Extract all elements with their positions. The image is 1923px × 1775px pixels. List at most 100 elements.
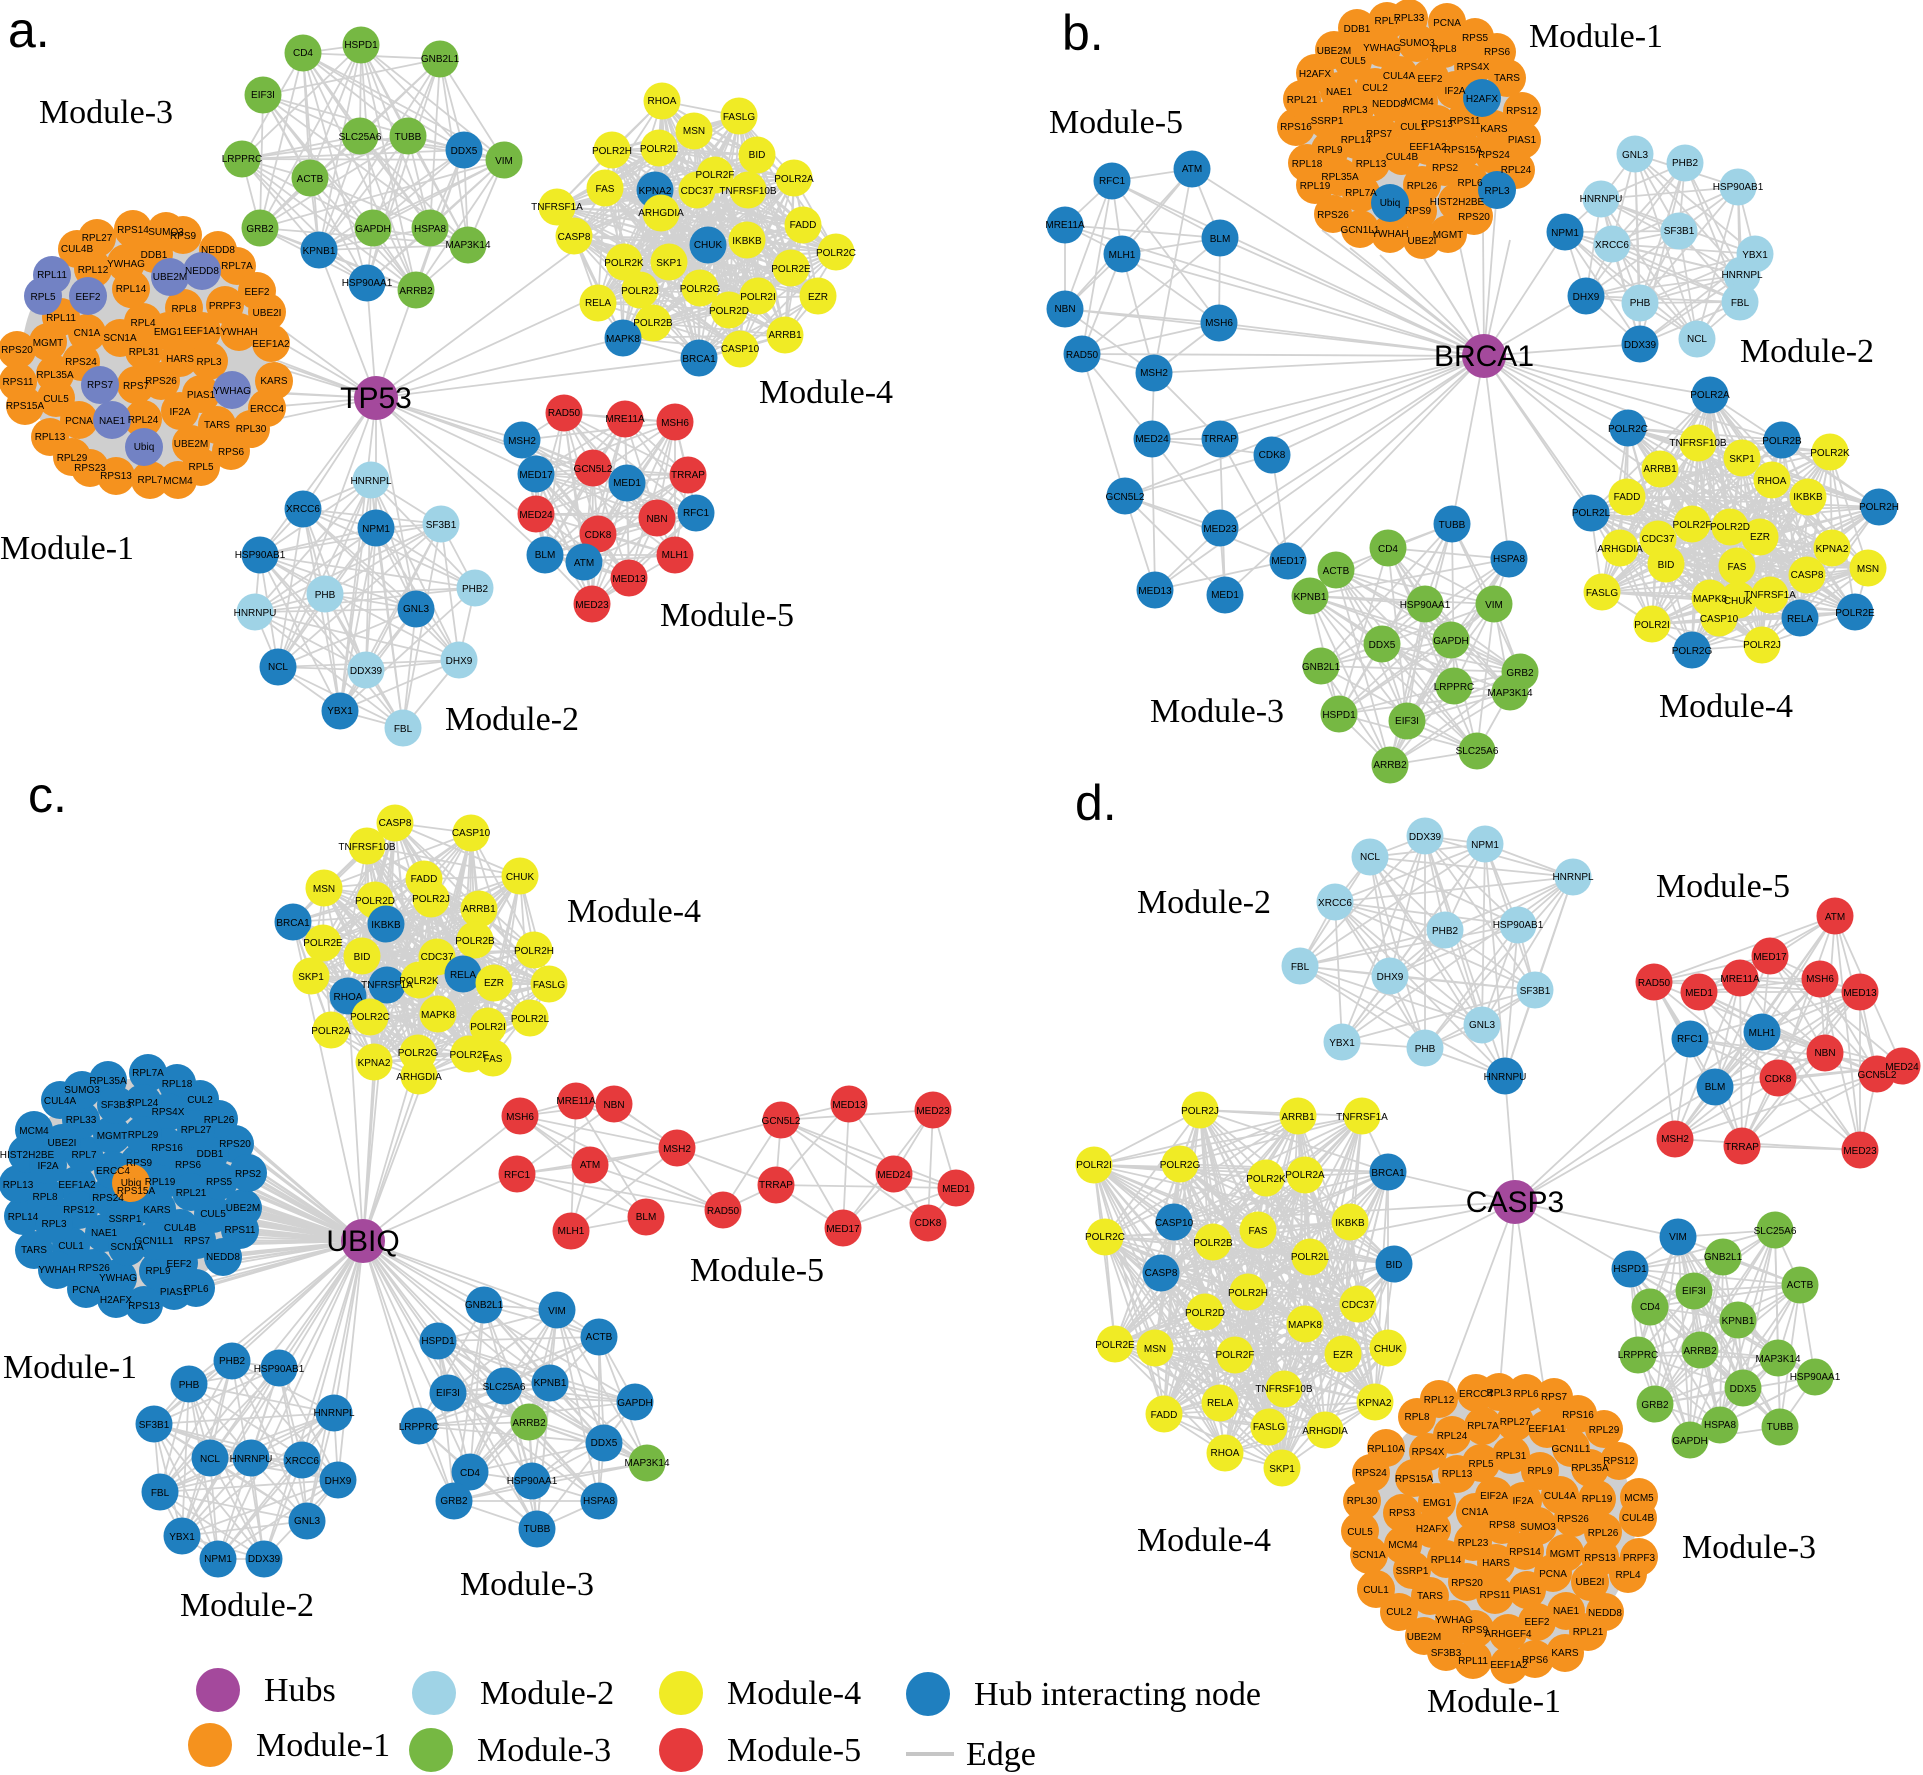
svg-text:GNB2L1: GNB2L1	[1302, 662, 1341, 673]
svg-text:RPS11: RPS11	[1480, 1590, 1511, 1601]
svg-text:CASP10: CASP10	[721, 344, 760, 355]
svg-text:UBE2M: UBE2M	[1317, 46, 1351, 57]
svg-text:MED13: MED13	[832, 1100, 866, 1111]
svg-text:Module-2: Module-2	[1137, 884, 1271, 921]
svg-text:EEF2: EEF2	[244, 287, 269, 298]
svg-text:MED24: MED24	[1135, 434, 1169, 445]
svg-text:RPL24: RPL24	[1437, 1431, 1468, 1442]
svg-text:RPS15A: RPS15A	[6, 401, 45, 412]
svg-text:MCM4: MCM4	[1404, 97, 1434, 108]
svg-text:POLR2C: POLR2C	[1608, 424, 1648, 435]
svg-text:TNFRSF1A: TNFRSF1A	[531, 202, 583, 213]
svg-text:MAP3K14: MAP3K14	[624, 1458, 669, 1469]
svg-text:YWHAG: YWHAG	[213, 386, 251, 397]
svg-text:KPNB1: KPNB1	[534, 1378, 567, 1389]
svg-text:MED17: MED17	[1753, 952, 1787, 963]
svg-text:MLH1: MLH1	[558, 1226, 585, 1237]
svg-text:MSH6: MSH6	[506, 1112, 534, 1123]
svg-text:RPL8: RPL8	[1404, 1412, 1429, 1423]
svg-text:HSP90AA1: HSP90AA1	[1400, 600, 1451, 611]
svg-text:KPNA2: KPNA2	[639, 186, 672, 197]
svg-text:XRCC6: XRCC6	[1318, 898, 1352, 909]
svg-text:EMG1: EMG1	[1423, 1498, 1452, 1509]
svg-text:a.: a.	[8, 2, 50, 58]
svg-text:HARS: HARS	[166, 354, 194, 365]
svg-text:SUMO3: SUMO3	[1399, 38, 1435, 49]
svg-text:RPS6: RPS6	[1484, 47, 1511, 58]
svg-text:FADD: FADD	[1614, 492, 1641, 503]
svg-text:CUL5: CUL5	[43, 394, 69, 405]
svg-text:LRPPRC: LRPPRC	[222, 154, 263, 165]
svg-text:ERCC4: ERCC4	[250, 404, 284, 415]
svg-text:FBL: FBL	[1291, 962, 1310, 973]
svg-text:RPS9: RPS9	[170, 231, 197, 242]
svg-text:RPS13: RPS13	[1584, 1553, 1616, 1564]
svg-text:POLR2E: POLR2E	[771, 264, 811, 275]
svg-text:Module-4: Module-4	[1659, 688, 1793, 725]
svg-text:TNFRSF1A: TNFRSF1A	[361, 980, 413, 991]
svg-text:BID: BID	[354, 952, 371, 963]
svg-text:GNL3: GNL3	[1622, 150, 1649, 161]
svg-text:POLR2C: POLR2C	[1085, 1232, 1125, 1243]
svg-text:YWHAG: YWHAG	[1435, 1615, 1473, 1626]
svg-text:DDX39: DDX39	[350, 666, 383, 677]
svg-text:FAS: FAS	[1728, 562, 1747, 573]
svg-text:RPL14: RPL14	[116, 284, 147, 295]
svg-text:RPS24: RPS24	[92, 1193, 124, 1204]
svg-text:HSPD1: HSPD1	[421, 1336, 455, 1347]
svg-text:ARHGDIA: ARHGDIA	[1302, 1426, 1348, 1437]
svg-text:HSPA8: HSPA8	[1704, 1420, 1736, 1431]
svg-text:YWHAH: YWHAH	[1371, 229, 1408, 240]
svg-text:DDB1: DDB1	[1344, 24, 1371, 35]
svg-text:UBE2I: UBE2I	[253, 308, 282, 319]
svg-text:POLR2K: POLR2K	[399, 976, 439, 987]
svg-text:DHX9: DHX9	[325, 1476, 352, 1487]
svg-text:SF3B1: SF3B1	[1664, 226, 1695, 237]
svg-text:HSPA8: HSPA8	[1493, 554, 1525, 565]
svg-text:GAPDH: GAPDH	[1433, 636, 1469, 647]
svg-text:MED23: MED23	[916, 1106, 950, 1117]
svg-text:EEF2: EEF2	[1524, 1617, 1549, 1628]
svg-text:Module-1: Module-1	[0, 530, 134, 567]
svg-text:POLR2B: POLR2B	[1762, 436, 1802, 447]
svg-text:CDC37: CDC37	[1342, 1300, 1375, 1311]
svg-text:LRPPRC: LRPPRC	[1434, 682, 1475, 693]
svg-text:MSH6: MSH6	[1205, 318, 1233, 329]
svg-text:POLR2A: POLR2A	[774, 174, 814, 185]
svg-text:MAPK8: MAPK8	[421, 1010, 455, 1021]
svg-text:RPL35A: RPL35A	[89, 1076, 127, 1087]
svg-text:VIM: VIM	[1485, 600, 1503, 611]
svg-text:DDX5: DDX5	[451, 146, 478, 157]
svg-text:PHB2: PHB2	[1432, 926, 1459, 937]
svg-text:RPL3: RPL3	[1486, 1388, 1511, 1399]
svg-text:DDX39: DDX39	[248, 1554, 281, 1565]
svg-text:RHOA: RHOA	[648, 96, 677, 107]
svg-text:RPS13: RPS13	[1421, 119, 1453, 130]
svg-text:ARHGDIA: ARHGDIA	[638, 208, 684, 219]
svg-text:POLR2E: POLR2E	[1095, 1340, 1135, 1351]
svg-text:IF2A: IF2A	[1512, 1496, 1533, 1507]
svg-text:Ubiq: Ubiq	[1380, 198, 1401, 209]
svg-text:CUL4B: CUL4B	[61, 244, 94, 255]
svg-text:ARHGEF4: ARHGEF4	[1484, 1629, 1532, 1640]
svg-text:RPL13: RPL13	[3, 1180, 34, 1191]
svg-text:RPL7A: RPL7A	[221, 261, 253, 272]
svg-text:XRCC6: XRCC6	[286, 504, 320, 515]
svg-text:RPS9: RPS9	[126, 1158, 153, 1169]
svg-text:BLM: BLM	[636, 1212, 657, 1223]
svg-text:RPL27: RPL27	[82, 233, 113, 244]
svg-text:RELA: RELA	[585, 298, 611, 309]
svg-text:MSH6: MSH6	[1806, 974, 1834, 985]
svg-text:SUMO3: SUMO3	[64, 1085, 100, 1096]
svg-text:FADD: FADD	[411, 874, 438, 885]
svg-text:b.: b.	[1062, 5, 1104, 61]
svg-text:MSN: MSN	[683, 126, 705, 137]
svg-text:ATM: ATM	[1825, 912, 1845, 923]
svg-text:RPL8: RPL8	[171, 304, 196, 315]
svg-text:Module-1: Module-1	[256, 1727, 390, 1764]
svg-text:RPL26: RPL26	[204, 1115, 235, 1126]
svg-text:RPS12: RPS12	[63, 1205, 95, 1216]
svg-text:HIST2H2BE: HIST2H2BE	[0, 1150, 55, 1161]
svg-text:KPNB1: KPNB1	[1722, 1316, 1755, 1327]
svg-text:RPS20: RPS20	[1451, 1578, 1483, 1589]
